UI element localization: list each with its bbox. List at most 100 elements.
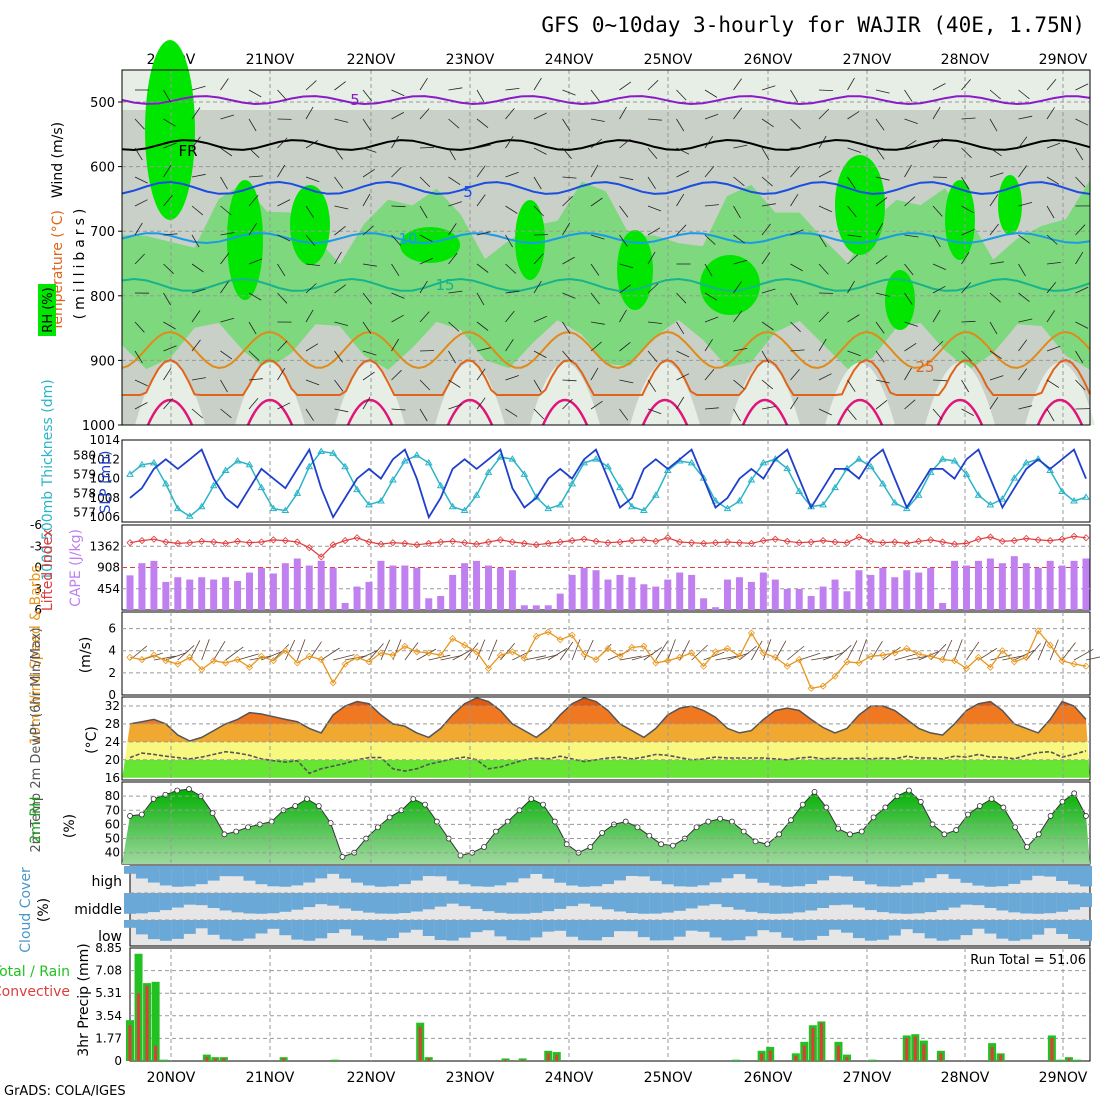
upper-wind-barb [562, 89, 576, 96]
thickness-point [412, 451, 421, 458]
thickness-point [1082, 493, 1090, 500]
wind-speed-point [425, 649, 433, 657]
wind-tick-label: 0 [108, 688, 116, 702]
rh-blob-strong [227, 180, 263, 300]
wind-barb [452, 649, 473, 661]
thickness-point [317, 447, 326, 454]
upper-wind-barb [761, 252, 771, 265]
li-point [831, 538, 839, 546]
upper-wind-barb [590, 341, 602, 352]
upper-wind-barb [562, 196, 573, 207]
wind-barb [548, 648, 568, 661]
cape-bar [425, 598, 433, 610]
cloud-mid-bar [363, 893, 375, 913]
cloud-mid-bar [769, 893, 782, 914]
cloud-low-bar [996, 920, 1009, 939]
upper-wind-barb [590, 138, 603, 149]
precip-run-total: Run Total = 51.06 [970, 953, 1086, 968]
upper-wind-barb [733, 205, 741, 219]
wind-speed-point [233, 656, 242, 664]
upper-wind-barb [362, 225, 374, 236]
wind-speed-point [293, 659, 301, 667]
upper-wind-barb [875, 292, 890, 297]
upper-wind-barb [562, 147, 572, 159]
precip-conv-bar [836, 1045, 840, 1061]
wind-ticks: 6 4 2 0 [108, 622, 116, 702]
upper-wind-barb [220, 205, 232, 216]
precip-conv-bar [1067, 1058, 1071, 1061]
wind-speed-point [723, 644, 732, 653]
precip-total-bar [151, 981, 160, 1061]
cloud-mid-bar [733, 893, 746, 910]
upper-wind-barb [676, 373, 690, 381]
cloud-low-bar [506, 920, 519, 941]
upper-wind-barb [562, 118, 571, 132]
cloud-low-bar [434, 920, 447, 940]
cloud-high-bar [673, 866, 686, 887]
upper-wind-barb [961, 320, 976, 323]
temp-grid [122, 697, 1090, 780]
li-point [437, 538, 445, 546]
upper-wind-barb [277, 164, 286, 178]
cloud-low-bar [602, 920, 614, 938]
wind-barb [1073, 648, 1094, 661]
wind-barb [524, 655, 546, 661]
day-label-bottom: 25NOV [644, 1070, 693, 1086]
rh-point [292, 803, 299, 809]
wind-barb [727, 652, 749, 661]
rh-point [634, 824, 641, 831]
cape-bar [986, 558, 994, 610]
upper-wind-barb [134, 118, 145, 130]
rh-point [717, 815, 724, 822]
rh-legend-swatch [38, 284, 56, 336]
wind-speed-point [126, 653, 134, 661]
upper-wind-barb [334, 147, 344, 160]
wind-speed-point [652, 659, 660, 667]
thickness-point [747, 476, 756, 483]
temperature-contour [121, 95, 1091, 106]
upper-wind-barb [932, 263, 946, 270]
wind-barb [165, 652, 187, 661]
upper-wind-barb [533, 253, 544, 265]
rh-point [528, 796, 535, 802]
upper-wind-barb [448, 350, 456, 364]
upper-wind-barb [647, 176, 656, 190]
thickness-point [914, 491, 923, 498]
upper-wind-barb [448, 379, 461, 388]
cloud-low-bar [339, 920, 352, 930]
cloud-mid-bar [386, 893, 399, 914]
rh-point [776, 831, 783, 838]
contour-label: 5 [350, 91, 360, 109]
cloud-low-bar [1044, 920, 1057, 929]
wind-speed-point [915, 650, 923, 658]
cape-bar [688, 574, 696, 610]
temp-band [122, 741, 1090, 760]
cloud-high-bar [637, 866, 650, 877]
upper-wind-barb [562, 379, 577, 382]
cloud-high-bar [267, 866, 280, 887]
cloud-high-bar [374, 866, 387, 887]
upper-wind-barb [676, 118, 685, 132]
rh-point [965, 811, 971, 818]
li-point [401, 539, 409, 547]
upper-wind-barb [248, 118, 257, 132]
day-label-bottom: 27NOV [843, 1070, 892, 1086]
cloud-level-high: high [91, 874, 122, 890]
upper-wind-barb [134, 199, 148, 207]
wind-barb [488, 639, 498, 661]
upper-wind-barb [163, 292, 171, 306]
thickness-point [293, 489, 302, 496]
cloud-mid-bar [207, 893, 220, 909]
upper-wind-barb [590, 263, 600, 276]
li-point [1082, 534, 1090, 542]
thickness-point [138, 460, 146, 468]
pressure-tick-label: 1000 [82, 419, 115, 434]
cloud-high-bar [805, 866, 818, 884]
upper-wind-barb [476, 194, 486, 207]
thickness-point [974, 491, 983, 498]
cloud-mid-bar [625, 893, 638, 914]
upper-wind-barb [590, 118, 605, 122]
cloud-mid-bar [470, 893, 483, 909]
wind-barb [476, 639, 486, 661]
